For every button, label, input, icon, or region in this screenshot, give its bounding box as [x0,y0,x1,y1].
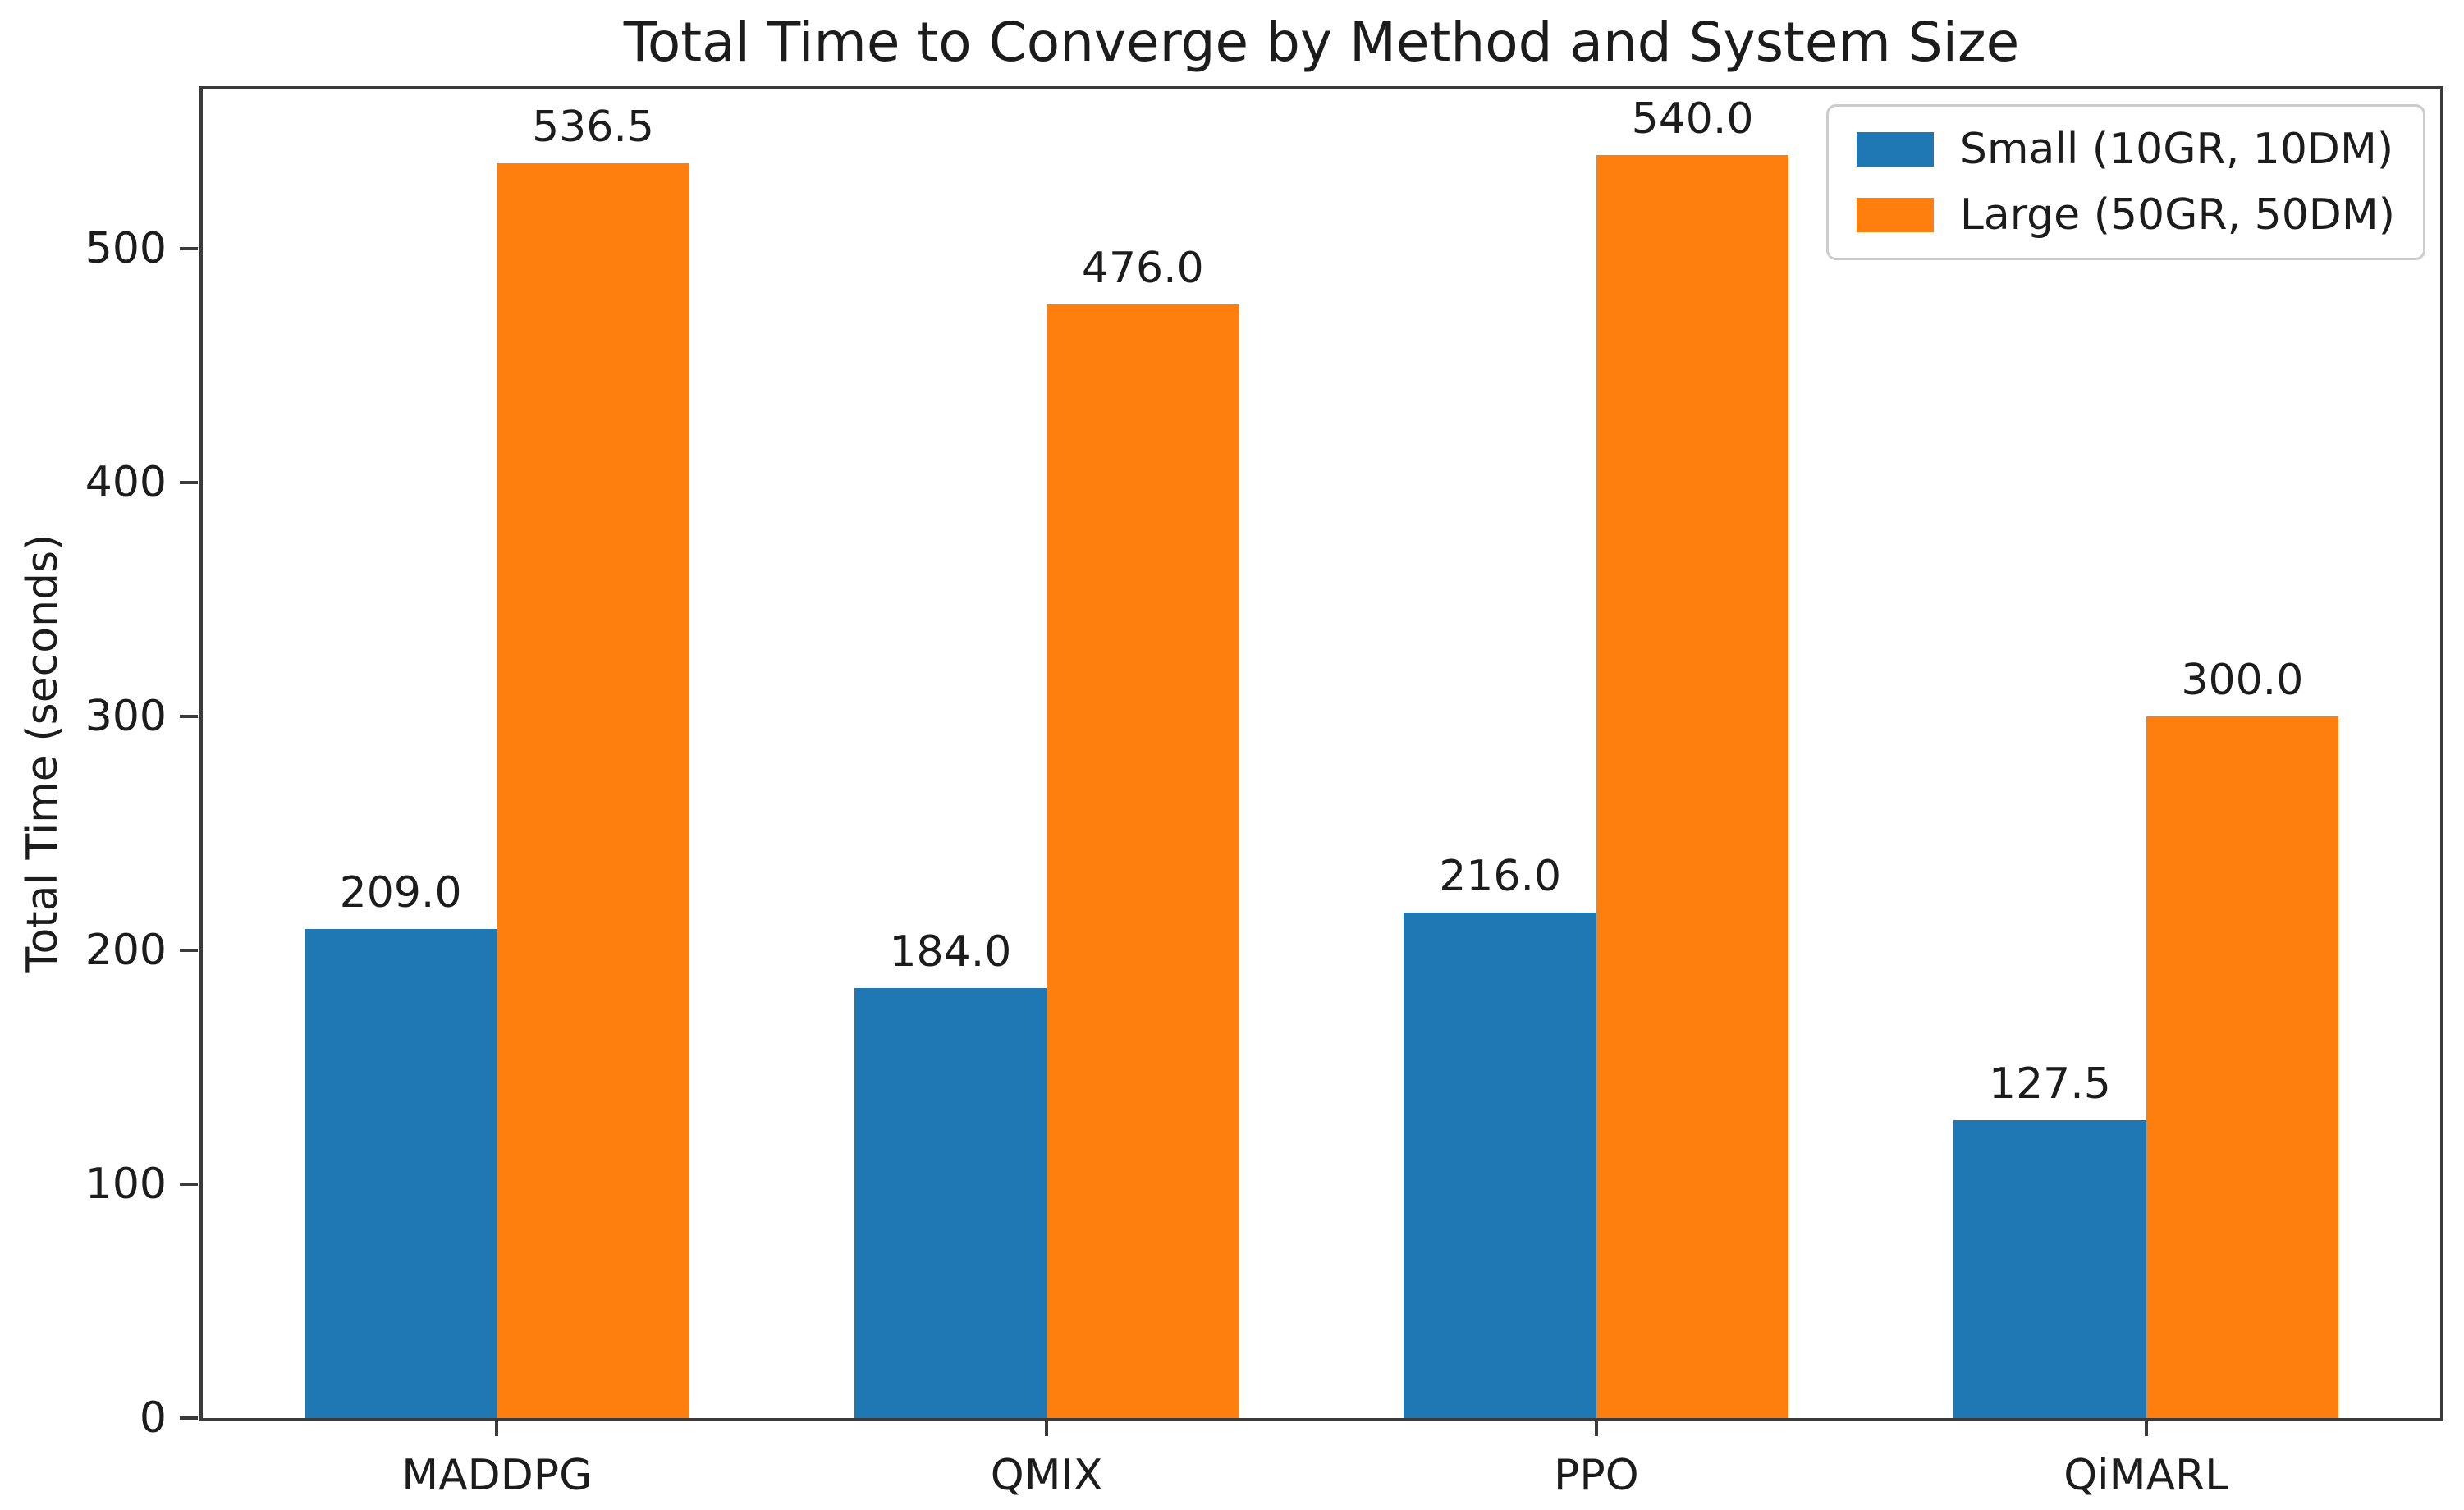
bar-large-qimarl: 300.0 [2146,659,2339,1418]
plot-area: Small (10GR, 10DM) Large (50GR, 50DM) 0 1… [85,86,2443,1497]
x-tick-label: PPO [1554,1451,1639,1500]
legend-swatch-small [1856,132,1934,167]
bar-small-ppo: 216.0 [1404,855,1596,1418]
legend-item-small: Small (10GR, 10DM) [1856,125,2395,174]
y-tick-mark [180,1182,198,1186]
bar-value-label: 540.0 [1631,94,1754,144]
x-tick-label: QMIX [990,1451,1103,1500]
bar-value-label: 536.5 [532,102,654,152]
x-tick-mark [1045,1418,1049,1436]
y-tick-label: 0 [139,1393,167,1443]
bar-value-label: 300.0 [2181,655,2304,705]
y-tick-mark [180,714,198,718]
bar-small-qmix: 184.0 [854,931,1047,1418]
x-tick-mark [1594,1418,1598,1436]
bar-large-qmix: 476.0 [1047,247,1239,1418]
x-tick-mark [495,1418,499,1436]
y-axis-label: Total Time (seconds) [18,533,67,973]
y-tick-label: 400 [85,457,167,507]
y-tick-mark [180,246,198,250]
bar-small-qimarl: 127.5 [1953,1063,2146,1418]
bar-value-label: 216.0 [1439,852,1562,902]
bar-value-label: 476.0 [1081,244,1204,294]
x-tick-mark [2144,1418,2148,1436]
y-tick-mark [180,948,198,952]
y-tick-mark [180,1416,198,1420]
bar-large-maddpg: 536.5 [497,106,689,1418]
y-tick-label: 500 [85,223,167,273]
y-tick-label: 100 [85,1159,167,1209]
y-tick-label: 200 [85,925,167,975]
y-tick-mark [180,480,198,484]
bar-value-label: 184.0 [889,927,1012,977]
legend-label-large: Large (50GR, 50DM) [1959,190,2395,240]
legend-item-large: Large (50GR, 50DM) [1856,190,2395,240]
bar-value-label: 209.0 [339,868,462,918]
x-tick-label: MADDPG [401,1451,593,1500]
bar-large-ppo: 540.0 [1596,98,1789,1418]
chart-title: Total Time to Converge by Method and Sys… [623,11,2020,74]
legend-label-small: Small (10GR, 10DM) [1959,125,2394,174]
legend: Small (10GR, 10DM) Large (50GR, 50DM) [1825,104,2425,260]
y-tick-label: 300 [85,691,167,741]
x-tick-label: QiMARL [2063,1451,2229,1500]
legend-swatch-large [1856,198,1934,232]
bar-small-maddpg: 209.0 [304,872,497,1418]
bar-value-label: 127.5 [1989,1059,2111,1109]
